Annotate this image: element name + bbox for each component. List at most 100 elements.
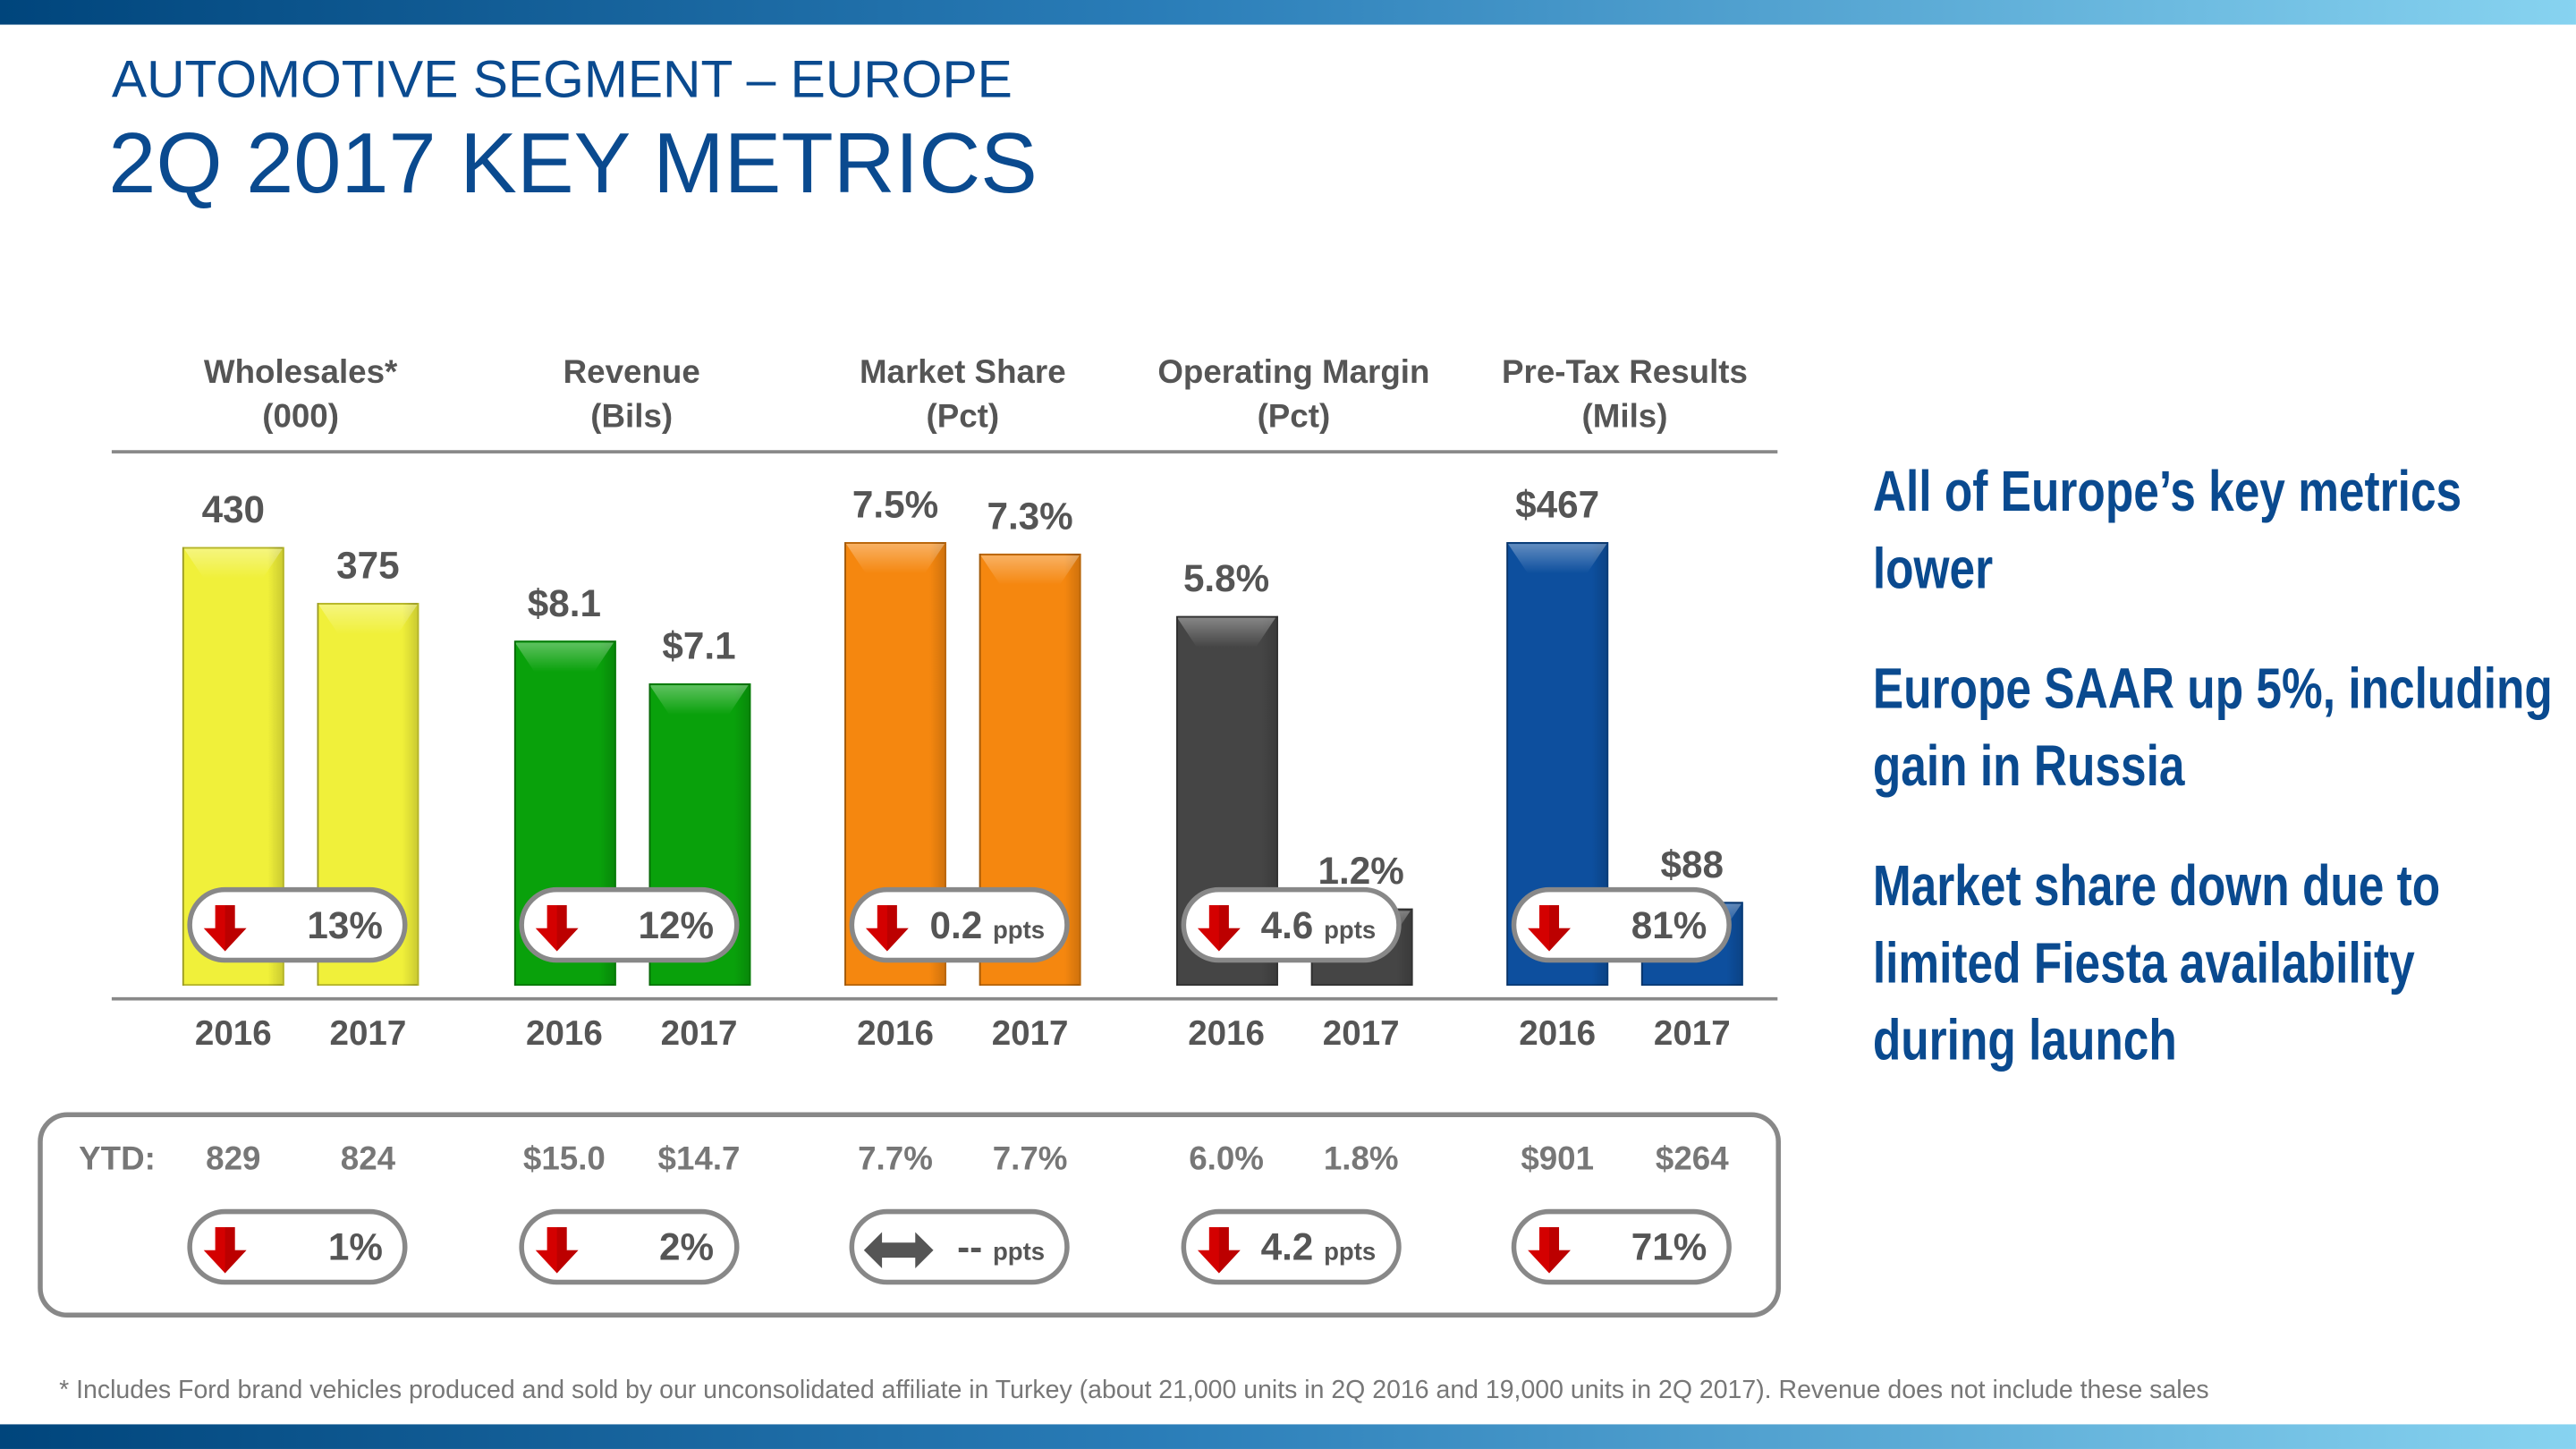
chart-header: Market Share (Pct) [799, 352, 1127, 440]
change-number: 4.6 [1260, 903, 1314, 946]
down-arrow-icon [860, 902, 913, 954]
change-unit: ppts [992, 916, 1046, 945]
footnote: * Includes Ford brand vehicles produced … [59, 1377, 2209, 1405]
year-label: 2017 [1322, 1015, 1400, 1054]
change-number: 0.2 [929, 903, 983, 946]
ytd-change-pill: 4.2 ppts [1180, 1208, 1401, 1285]
ytd-change-pill: 71% [1511, 1208, 1732, 1285]
ytd-value: 6.0% [1189, 1141, 1264, 1178]
chart-unit: (000) [262, 399, 339, 436]
ytd-value: 824 [340, 1141, 396, 1178]
change-value: 4.2 ppts [1261, 1225, 1377, 1270]
change-unit: ppts [1324, 1238, 1377, 1267]
chart-header: Revenue (Bils) [468, 352, 796, 440]
down-arrow-icon [199, 902, 251, 954]
value-label: 375 [336, 544, 400, 587]
chart-title: Market Share [859, 354, 1066, 392]
change-value: 71% [1631, 1225, 1707, 1270]
axis-baseline [111, 996, 1778, 1001]
chart-header: Wholesales* (000) [136, 352, 464, 440]
slide-subtitle: AUTOMOTIVE SEGMENT – EUROPE [111, 49, 1013, 109]
year-label: 2017 [1653, 1015, 1731, 1054]
left-right-arrow-icon [860, 1224, 934, 1276]
value-label: 430 [201, 487, 266, 531]
down-arrow-icon [530, 1224, 582, 1276]
ytd-value: $15.0 [522, 1141, 606, 1178]
change-value: 13% [307, 903, 383, 948]
change-value: -- ppts [957, 1225, 1045, 1270]
change-number: 81% [1631, 903, 1707, 946]
change-value: 4.6 ppts [1261, 903, 1377, 948]
year-label: 2016 [526, 1015, 603, 1054]
top-gradient-bar [0, 0, 2576, 25]
year-label: 2016 [1519, 1015, 1597, 1054]
change-number: 1% [327, 1225, 383, 1268]
value-label: $88 [1660, 843, 1724, 886]
ytd-change-pill: -- ppts [849, 1208, 1070, 1285]
change-pill: 0.2 ppts [849, 886, 1070, 963]
year-label: 2016 [857, 1015, 934, 1054]
ytd-change-pill: 1% [187, 1208, 408, 1285]
down-arrow-icon [1523, 902, 1576, 954]
change-value: 1% [328, 1225, 383, 1270]
change-number: 4.2 [1260, 1225, 1314, 1268]
change-value: 12% [638, 903, 714, 948]
year-label: 2017 [329, 1015, 407, 1054]
slide-title: 2Q 2017 KEY METRICS [108, 116, 1038, 212]
ytd-value: $264 [1655, 1141, 1729, 1178]
change-pill: 13% [187, 886, 408, 963]
change-value: 0.2 ppts [929, 903, 1045, 948]
value-label: 5.8% [1182, 556, 1270, 600]
chart-title: Pre-Tax Results [1502, 354, 1748, 392]
year-label: 2016 [194, 1015, 272, 1054]
bottom-gradient-bar [0, 1424, 2576, 1449]
change-pill: 81% [1511, 886, 1732, 963]
change-value: 81% [1631, 903, 1707, 948]
ytd-value: 1.8% [1323, 1141, 1399, 1178]
ytd-value: $901 [1521, 1141, 1595, 1178]
side-point-1: All of Europe’s key metrics lower [1872, 460, 2462, 602]
change-number: 13% [307, 903, 383, 946]
header-rule [111, 450, 1778, 453]
ytd-value: $14.7 [657, 1141, 741, 1178]
ytd-value: 829 [206, 1141, 261, 1178]
value-label: 7.5% [852, 482, 939, 526]
value-label: $8.1 [527, 581, 602, 625]
value-label: 7.3% [987, 495, 1073, 538]
change-pill: 12% [518, 886, 739, 963]
change-unit: ppts [1324, 916, 1377, 945]
chart-header: Pre-Tax Results (Mils) [1461, 352, 1789, 440]
ytd-label: YTD: [79, 1141, 156, 1178]
down-arrow-icon [1192, 902, 1245, 954]
change-number: -- [957, 1225, 983, 1268]
chart-unit: (Mils) [1581, 399, 1668, 436]
down-arrow-icon [1192, 1224, 1245, 1276]
change-number: 71% [1631, 1225, 1707, 1268]
chart-unit: (Pct) [926, 399, 1000, 436]
year-label: 2016 [1188, 1015, 1266, 1054]
chart-title: Operating Margin [1157, 354, 1430, 392]
year-label: 2017 [991, 1015, 1069, 1054]
value-label: $7.1 [662, 624, 736, 667]
down-arrow-icon [199, 1224, 251, 1276]
change-unit: ppts [992, 1238, 1046, 1267]
value-label: 1.2% [1318, 850, 1404, 894]
chart-unit: (Pct) [1257, 399, 1331, 436]
chart-title: Wholesales* [203, 354, 398, 392]
change-pill: 4.6 ppts [1180, 886, 1401, 963]
chart-title: Revenue [563, 354, 700, 392]
side-point-2: Europe SAAR up 5%, including gain in Rus… [1872, 657, 2553, 799]
change-value: 2% [659, 1225, 714, 1270]
side-point-3: Market share down due to limited Fiesta … [1872, 854, 2441, 1073]
ytd-box [38, 1112, 1781, 1318]
value-label: $467 [1515, 483, 1600, 526]
ytd-value: 7.7% [858, 1141, 933, 1178]
change-number: 12% [638, 903, 715, 946]
chart-header: Operating Margin (Pct) [1130, 352, 1458, 440]
down-arrow-icon [1523, 1224, 1576, 1276]
down-arrow-icon [530, 902, 582, 954]
ytd-change-pill: 2% [518, 1208, 739, 1285]
year-label: 2017 [660, 1015, 738, 1054]
chart-unit: (Bils) [590, 399, 674, 436]
